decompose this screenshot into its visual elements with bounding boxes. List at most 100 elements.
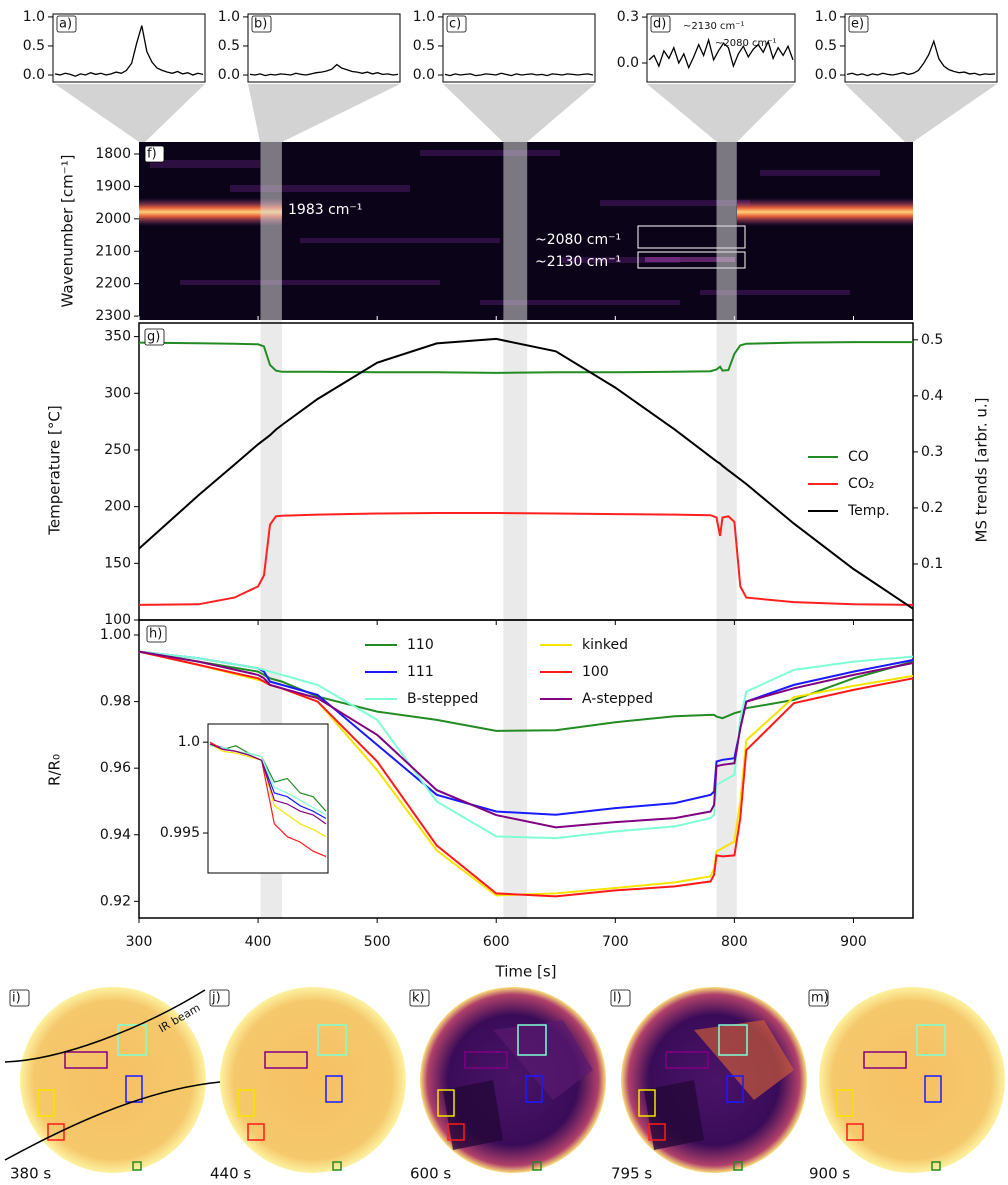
spectrum-frame bbox=[247, 13, 401, 83]
panel-label: j) bbox=[211, 991, 221, 1006]
image-time: 795 s bbox=[611, 1165, 652, 1183]
legend-label: CO₂ bbox=[848, 476, 874, 492]
panel-label-box bbox=[251, 15, 272, 33]
spectrum-line bbox=[444, 72, 594, 77]
spectrum-line bbox=[648, 37, 794, 70]
heatmap-streak bbox=[560, 257, 680, 263]
legend-label: A-stepped bbox=[582, 691, 653, 707]
roi-box bbox=[638, 1089, 656, 1117]
roi-box bbox=[447, 1123, 465, 1141]
legend-label: 100 bbox=[582, 664, 609, 680]
y-tick-label: 1800 bbox=[95, 146, 131, 162]
y2-axis-label: MS trends [arbr. u.] bbox=[973, 398, 991, 543]
y-tick-label: 0.3 bbox=[617, 9, 639, 25]
panel-label-box bbox=[808, 989, 829, 1007]
y-tick-label: 300 bbox=[104, 385, 131, 401]
heatmap-streak bbox=[230, 185, 410, 192]
panel-label: i) bbox=[12, 991, 21, 1006]
spectrum-frame bbox=[844, 13, 998, 83]
x-tick-label: 900 bbox=[840, 934, 867, 950]
panel-label: l) bbox=[613, 991, 622, 1006]
y-tick-label: 0.0 bbox=[815, 67, 837, 83]
y-tick-label: 0.0 bbox=[218, 67, 240, 83]
shaded-span bbox=[503, 142, 528, 918]
x-tick-label: 400 bbox=[245, 934, 272, 950]
y-axis-label: Wavenumber [cm⁻¹] bbox=[59, 155, 77, 308]
spectrum-frame bbox=[442, 13, 596, 83]
spectrum-line bbox=[54, 25, 204, 77]
y-tick-label: 0.995 bbox=[160, 825, 200, 841]
legend-label: kinked bbox=[582, 637, 628, 653]
roi-box bbox=[863, 1051, 907, 1069]
roi-box bbox=[464, 1051, 508, 1069]
funnel bbox=[845, 84, 997, 142]
panel-label-box bbox=[144, 145, 165, 163]
x-tick-label: 800 bbox=[721, 934, 748, 950]
y-tick-label: 0.0 bbox=[617, 55, 639, 71]
y-tick-label: 1900 bbox=[95, 178, 131, 194]
panel-label-box bbox=[146, 625, 167, 643]
roi-box bbox=[718, 1024, 748, 1056]
ir-beam-edge bbox=[4, 989, 206, 1063]
x-tick-label: 300 bbox=[126, 934, 153, 950]
y-tick-label: 1.0 bbox=[23, 9, 45, 25]
roi-box bbox=[37, 1089, 55, 1117]
annotation: 1983 cm⁻¹ bbox=[288, 202, 362, 218]
funnel bbox=[248, 84, 400, 142]
roi-box bbox=[132, 1161, 142, 1171]
panel-label: b) bbox=[254, 17, 267, 32]
heatmap-band bbox=[139, 198, 282, 226]
roi-box bbox=[726, 1075, 744, 1103]
panel-label: g) bbox=[147, 330, 160, 345]
inset-line bbox=[209, 743, 327, 838]
y-tick-label: 0.0 bbox=[413, 67, 435, 83]
roi-box bbox=[525, 1075, 543, 1103]
panel-label: m) bbox=[811, 991, 829, 1006]
annotation: ~2080 cm⁻¹ bbox=[715, 38, 777, 49]
funnels bbox=[55, 84, 997, 142]
roi-box bbox=[264, 1051, 308, 1069]
y-tick-label: 0.5 bbox=[413, 38, 435, 54]
panel-label-box bbox=[9, 989, 30, 1007]
heatmap-streak bbox=[600, 200, 750, 206]
y-tick-label: 0.5 bbox=[815, 38, 837, 54]
series-line bbox=[138, 341, 913, 374]
funnel bbox=[647, 84, 795, 142]
panel-label-box bbox=[56, 15, 77, 33]
y-tick-label: 0.1 bbox=[921, 556, 943, 572]
panel-label: c) bbox=[449, 17, 461, 32]
y-tick-label: 0.92 bbox=[100, 893, 131, 909]
y-tick-label: 200 bbox=[104, 499, 131, 515]
panel-label-box bbox=[209, 989, 230, 1007]
y-tick-label: 2100 bbox=[95, 243, 131, 259]
inset-line bbox=[209, 743, 327, 812]
panel-label-box bbox=[610, 989, 631, 1007]
roi-box bbox=[237, 1089, 255, 1117]
ir-beam-edge bbox=[4, 1081, 221, 1161]
roi-box bbox=[47, 1123, 65, 1141]
legend-label: 111 bbox=[407, 664, 434, 680]
legend-label: 110 bbox=[407, 637, 434, 653]
legend-label: CO bbox=[848, 449, 869, 465]
inset-line bbox=[209, 745, 327, 816]
heatmap-streak bbox=[420, 150, 560, 156]
roi-box bbox=[325, 1075, 343, 1103]
series-line bbox=[138, 512, 914, 606]
y-tick-label: 1.00 bbox=[100, 627, 131, 643]
annotation: ~2130 cm⁻¹ bbox=[535, 254, 621, 270]
roi-box bbox=[332, 1161, 342, 1171]
roi-box bbox=[931, 1161, 941, 1171]
panel-label: e) bbox=[851, 17, 864, 32]
funnel bbox=[443, 84, 595, 142]
roi-box bbox=[517, 1024, 547, 1056]
heatmap-streak bbox=[180, 280, 440, 285]
series-line bbox=[138, 650, 914, 829]
panel-label-box bbox=[144, 328, 165, 346]
heatmap-band bbox=[737, 198, 913, 226]
y-tick-label: 2000 bbox=[95, 211, 131, 227]
roi-box bbox=[916, 1024, 946, 1056]
roi-box bbox=[846, 1123, 864, 1141]
roi-box bbox=[247, 1123, 265, 1141]
heatmap-streak bbox=[700, 290, 850, 295]
